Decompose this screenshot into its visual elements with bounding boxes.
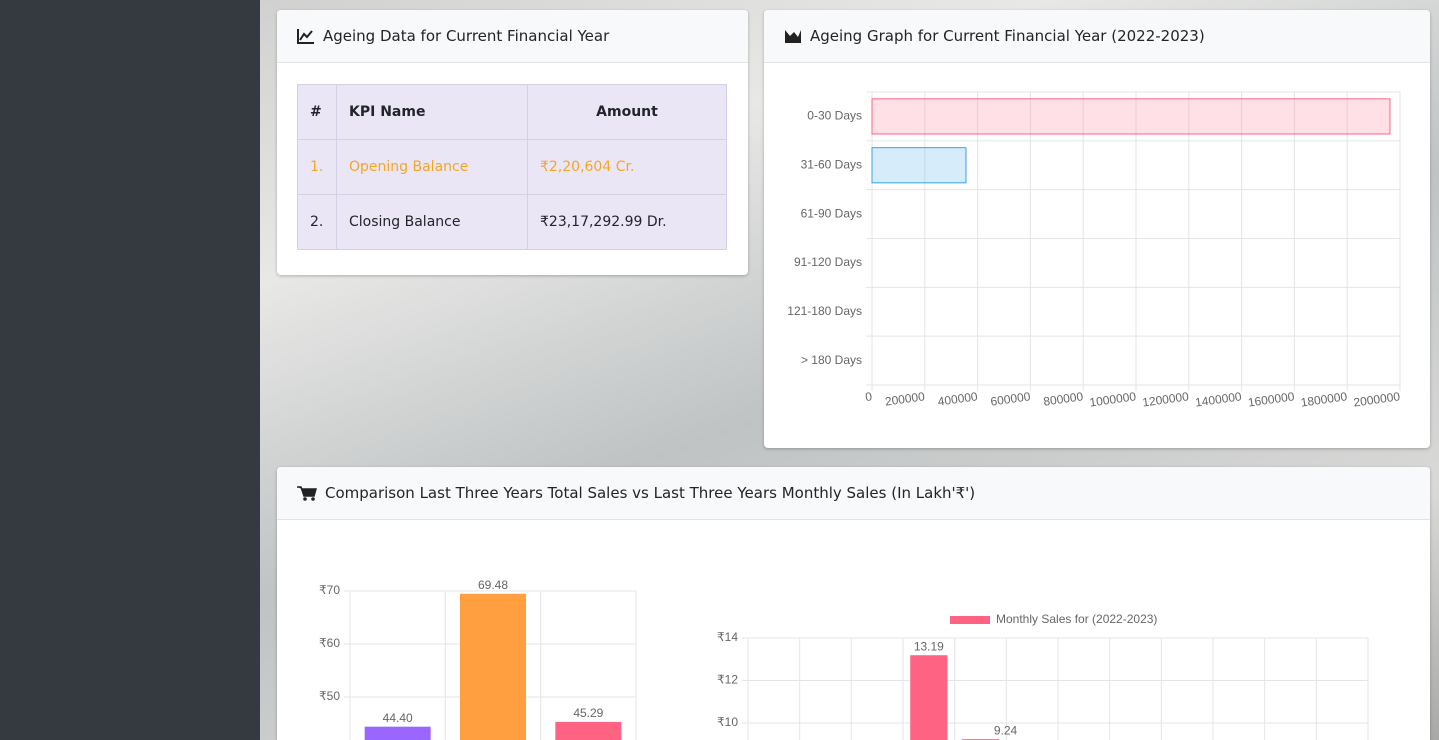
bar bbox=[871, 98, 1391, 135]
bar bbox=[555, 721, 622, 740]
table-card: Ageing Data for Current Financial Year #… bbox=[277, 10, 748, 275]
card-header: Comparison Last Three Years Total Sales … bbox=[277, 467, 1430, 520]
y-tick-label: 61-90 Days bbox=[801, 206, 862, 220]
ageing-card: Ageing Graph for Current Financial Year … bbox=[764, 10, 1430, 448]
y-tick-label: ₹14 bbox=[717, 630, 738, 644]
value-label: 69.48 bbox=[478, 578, 508, 592]
x-tick-label: 1000000 bbox=[1089, 389, 1138, 409]
legend-swatch bbox=[950, 616, 990, 624]
kpi-table: # KPI Name Amount 1. Opening Balance ₹2,20,6… bbox=[297, 84, 727, 250]
icon bbox=[297, 29, 314, 44]
card-title: Comparison Last Three Years Total Sales … bbox=[325, 484, 976, 502]
td: 2. bbox=[297, 194, 337, 250]
value-label: 13.19 bbox=[914, 639, 944, 653]
x-tick-label: 1200000 bbox=[1141, 389, 1190, 409]
x-tick-label: 0 bbox=[864, 389, 873, 404]
y-tick-label: 91-120 Days bbox=[794, 255, 862, 269]
y-tick-label: ₹50 bbox=[319, 689, 340, 703]
td: ₹23,17,292.99 Dr. bbox=[527, 194, 727, 250]
card-header: Ageing Data for Current Financial Year bbox=[277, 10, 748, 63]
td: Opening Balance bbox=[336, 139, 528, 195]
x-tick-label: 600000 bbox=[990, 389, 1032, 408]
y-tick-label: 121-180 Days bbox=[787, 304, 862, 318]
x-tick-label: 1400000 bbox=[1194, 389, 1243, 409]
bar bbox=[910, 655, 948, 740]
x-tick-label: 400000 bbox=[937, 389, 979, 408]
td: ₹2,20,604 Cr. bbox=[527, 139, 727, 195]
x-tick-label: 2000000 bbox=[1353, 389, 1402, 409]
y-tick-label: > 180 Days bbox=[801, 353, 862, 367]
bar bbox=[364, 726, 431, 740]
x-tick-label: 200000 bbox=[884, 389, 926, 408]
legend-label: Monthly Sales for (2022-2023) bbox=[996, 612, 1157, 626]
y-tick-label: 31-60 Days bbox=[801, 157, 862, 171]
y-tick-label: ₹60 bbox=[319, 636, 340, 650]
icon bbox=[297, 486, 317, 501]
value-label: 45.29 bbox=[573, 706, 603, 720]
value-label: 44.40 bbox=[383, 711, 413, 725]
y-tick-label: ₹12 bbox=[717, 673, 738, 687]
th: Amount bbox=[527, 84, 727, 140]
card-title: Ageing Graph for Current Financial Year … bbox=[810, 27, 1205, 45]
y-tick-label: 0-30 Days bbox=[807, 109, 862, 123]
value-label: 9.24 bbox=[994, 723, 1018, 737]
card-header: Ageing Graph for Current Financial Year … bbox=[764, 10, 1430, 63]
y-tick-label: ₹10 bbox=[717, 715, 738, 729]
bar bbox=[871, 147, 967, 184]
bar bbox=[460, 593, 526, 740]
x-tick-label: 1600000 bbox=[1247, 389, 1296, 409]
icon bbox=[785, 30, 801, 43]
x-tick-label: 1800000 bbox=[1300, 389, 1349, 409]
th: KPI Name bbox=[336, 84, 528, 140]
td: Closing Balance bbox=[336, 194, 528, 250]
y-tick-label: ₹70 bbox=[319, 583, 340, 597]
card-title: Ageing Data for Current Financial Year bbox=[323, 27, 610, 45]
x-tick-label: 800000 bbox=[1042, 389, 1084, 408]
sidebar bbox=[0, 0, 260, 740]
